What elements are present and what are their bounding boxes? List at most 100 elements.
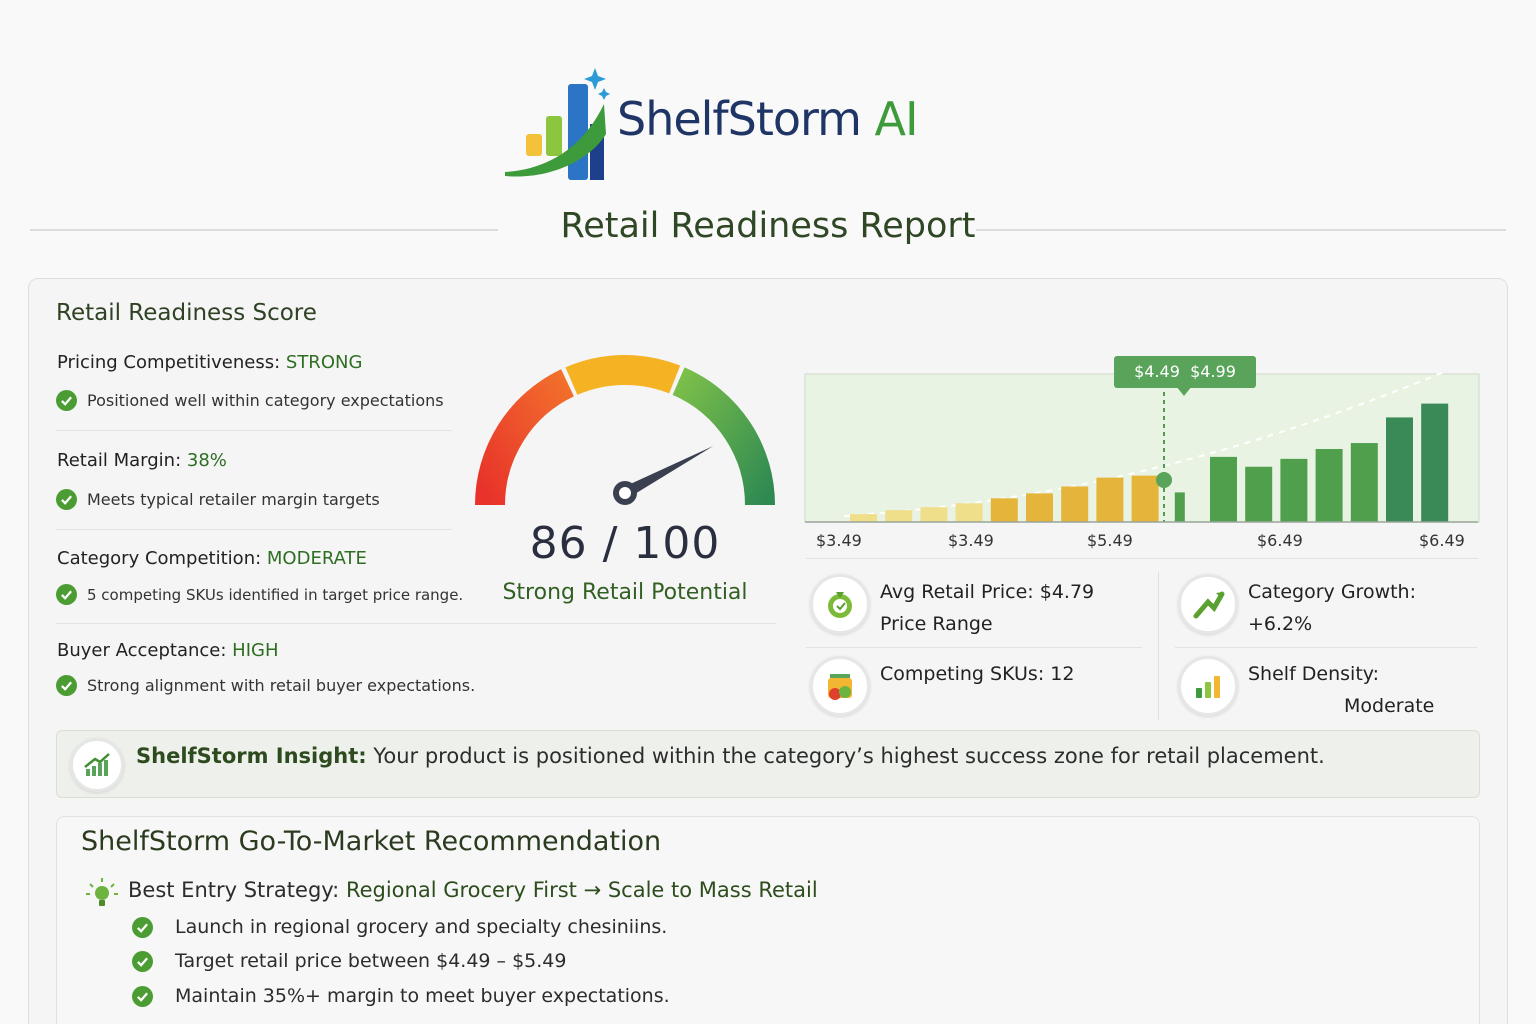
insight-banner	[56, 730, 1480, 798]
bar	[1210, 456, 1237, 522]
metric-buyer-note: Strong alignment with retail buyer expec…	[56, 675, 475, 696]
metric-margin-title: Retail Margin: 38%	[57, 450, 227, 471]
price-tag-icon	[810, 574, 870, 634]
bar	[1386, 417, 1413, 522]
bar	[955, 503, 983, 522]
metric-pricing-note: Positioned well within category expectat…	[56, 390, 444, 411]
gtm-item: Launch in regional grocery and specialty…	[132, 916, 667, 938]
score-section-heading: Retail Readiness Score	[56, 300, 317, 326]
stat-competing-skus: Competing SKUs: 12	[880, 658, 1074, 690]
stat-line1: Shelf Density:	[1248, 663, 1380, 685]
strategy-label: Best Entry Strategy:	[128, 878, 340, 902]
price-marker-dot	[1156, 472, 1172, 488]
metric-label: Buyer Acceptance:	[57, 640, 227, 661]
gtm-item: Target retail price between $4.49 – $5.4…	[132, 950, 567, 972]
brand-name-main: ShelfStorm	[617, 92, 862, 146]
metric-value: 38%	[186, 450, 227, 471]
stat-shelf-density: Shelf Density: Moderate	[1248, 658, 1434, 722]
check-icon	[132, 950, 153, 972]
divider	[56, 529, 452, 530]
callout-pointer	[1176, 386, 1192, 396]
stat-line2: Moderate	[1344, 695, 1435, 717]
score-label: Strong Retail Potential	[502, 580, 748, 605]
gtm-item: Maintain 35%+ margin to meet buyer expec…	[132, 985, 670, 1007]
metric-value: HIGH	[232, 640, 279, 661]
stat-avg-price: Avg Retail Price: $4.79 Price Range	[880, 576, 1094, 640]
metric-buyer-title: Buyer Acceptance: HIGH	[57, 640, 279, 661]
insight-message: Your product is positioned within the ca…	[366, 744, 1325, 768]
lightbulb-icon	[84, 876, 120, 912]
metric-note: Positioned well within category expectat…	[87, 391, 444, 410]
growth-arrow-icon	[1178, 574, 1238, 634]
x-tick-label: $6.49	[1257, 531, 1303, 550]
stat-line1: Category Growth:	[1248, 581, 1417, 603]
price-distribution-chart	[804, 352, 1484, 528]
x-tick-label: $3.49	[948, 531, 994, 550]
bar	[1026, 493, 1053, 522]
metric-note: Meets typical retailer margin targets	[87, 490, 380, 509]
score-value: 86 / 100	[529, 518, 721, 569]
check-icon	[56, 675, 77, 696]
bar	[1174, 492, 1185, 522]
metric-competition-title: Category Competition: MODERATE	[57, 548, 367, 569]
title-rule-left	[30, 229, 498, 231]
metric-label: Category Competition:	[57, 548, 262, 569]
shopping-basket-icon	[810, 656, 870, 716]
gtm-title: ShelfStorm Go-To-Market Recommendation	[81, 826, 662, 857]
gauge-segment-orange	[565, 355, 681, 396]
price-range-callout: $4.49 $4.99	[1114, 356, 1256, 388]
gtm-item-text: Launch in regional grocery and specialty…	[175, 916, 668, 938]
bar-chart-icon	[1178, 656, 1238, 716]
x-tick-label: $3.49	[816, 531, 862, 550]
check-icon	[56, 489, 77, 510]
gtm-item-text: Target retail price between $4.49 – $5.4…	[175, 950, 567, 972]
bar	[1096, 477, 1124, 522]
metric-value: STRONG	[285, 352, 363, 373]
check-icon	[132, 916, 153, 938]
divider	[1175, 647, 1477, 648]
divider	[56, 623, 776, 624]
bar	[885, 510, 913, 522]
report-title: Retail Readiness Report	[560, 206, 976, 246]
score-gauge	[470, 350, 780, 520]
bar	[1350, 443, 1378, 522]
gauge-hub-center	[619, 487, 631, 499]
insight-label: ShelfStorm Insight:	[136, 744, 367, 768]
metric-margin-note: Meets typical retailer margin targets	[56, 489, 380, 510]
metric-competition-note: 5 competing SKUs identified in target pr…	[56, 584, 463, 605]
brand-name-accent: AI	[874, 92, 919, 146]
strategy-value: Regional Grocery First → Scale to Mass R…	[339, 878, 818, 902]
insight-text: ShelfStorm Insight: Your product is posi…	[136, 744, 1325, 768]
check-icon	[56, 390, 77, 411]
stats-divider	[1158, 572, 1159, 720]
stat-line2: +6.2%	[1248, 613, 1313, 635]
divider	[806, 558, 1478, 559]
bar	[1421, 403, 1449, 522]
x-tick-label: $6.49	[1419, 531, 1465, 550]
title-rule-right	[976, 229, 1506, 231]
stat-line1: Avg Retail Price: $4.79	[880, 581, 1095, 603]
bar	[1131, 475, 1159, 522]
gauge-segment-green	[672, 367, 775, 506]
bar	[850, 514, 877, 522]
bar	[1245, 466, 1273, 522]
divider	[56, 430, 452, 431]
bar	[1280, 458, 1308, 522]
metric-pricing-title: Pricing Competitiveness: STRONG	[57, 352, 362, 373]
stat-line1: Competing SKUs: 12	[880, 663, 1075, 685]
x-tick-label: $5.49	[1087, 531, 1133, 550]
insight-growth-icon	[70, 738, 124, 792]
metric-value: MODERATE	[266, 548, 367, 569]
brand-name: ShelfStorm AI	[617, 92, 919, 146]
metric-note: Strong alignment with retail buyer expec…	[87, 676, 476, 695]
gtm-strategy: Best Entry Strategy: Regional Grocery Fi…	[128, 878, 818, 902]
bar	[1061, 486, 1089, 522]
stat-line2: Price Range	[880, 613, 993, 635]
gtm-card	[56, 816, 1480, 1024]
metric-note: 5 competing SKUs identified in target pr…	[87, 585, 464, 604]
gauge-segment-red	[475, 369, 575, 506]
metric-label: Pricing Competitiveness:	[57, 352, 281, 373]
bar	[1315, 448, 1343, 522]
logo-icon	[500, 64, 610, 182]
